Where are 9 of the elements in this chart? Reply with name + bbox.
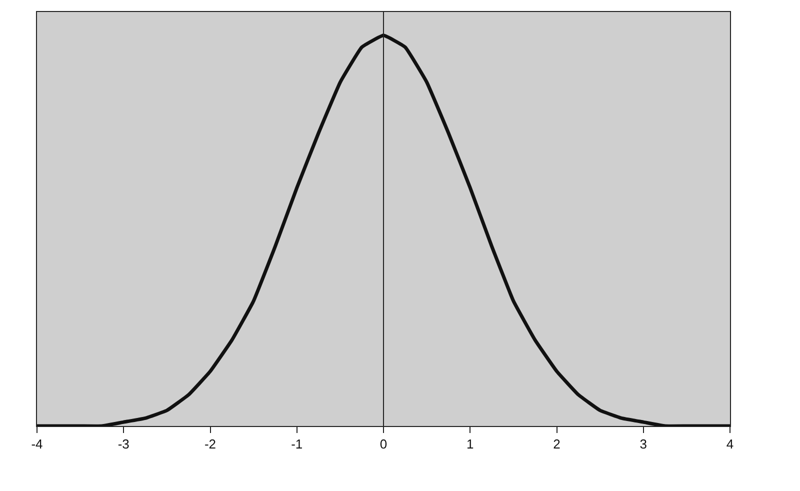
x-tick-label: 3 <box>640 436 647 452</box>
x-tick-label: -3 <box>118 436 130 452</box>
x-tick-label: 1 <box>466 436 474 452</box>
x-tick-label: 0 <box>380 436 388 452</box>
x-tick-label: 2 <box>553 436 560 452</box>
x-tick-label: -2 <box>204 436 216 452</box>
x-tick-label: -1 <box>291 436 303 452</box>
x-tick-label: 4 <box>726 436 734 452</box>
x-tick-label: -4 <box>31 436 43 452</box>
